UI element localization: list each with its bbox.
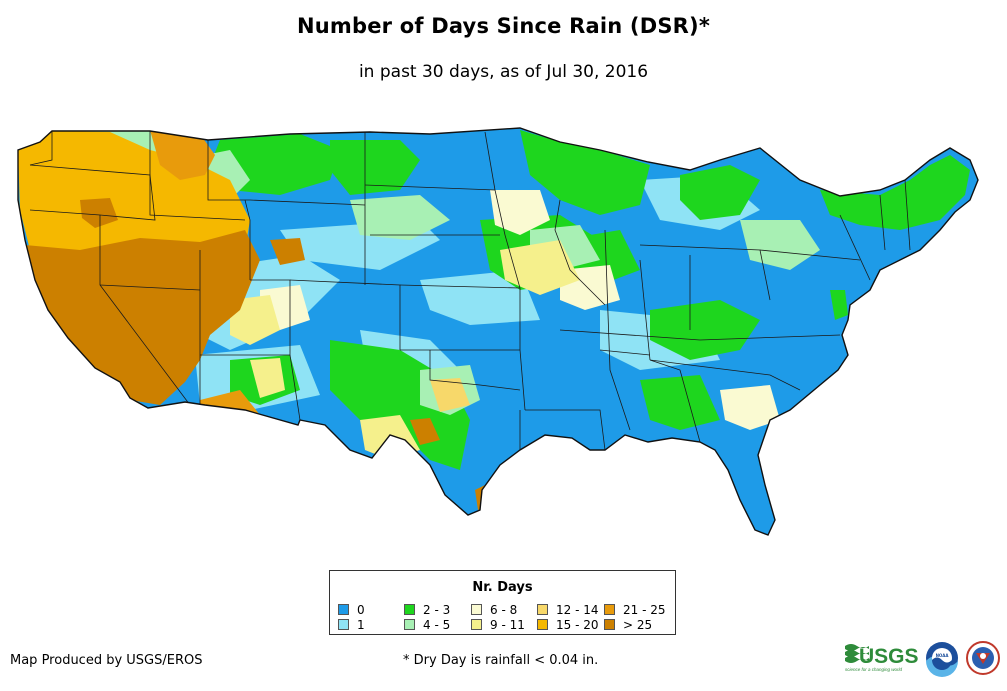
legend-label: 15 - 20 bbox=[556, 618, 599, 632]
legend-swatch bbox=[604, 604, 615, 615]
usgs-tagline: science for a changing world bbox=[845, 667, 903, 672]
agency-logos: USGS science for a changing world NOAA bbox=[845, 641, 1000, 677]
legend-label: 9 - 11 bbox=[490, 618, 525, 632]
noaa-logo: NOAA bbox=[926, 642, 958, 677]
legend-swatch bbox=[537, 619, 548, 630]
legend-swatch bbox=[338, 619, 349, 630]
us-dsr-map bbox=[17, 127, 979, 536]
legend-swatch bbox=[404, 604, 415, 615]
legend-label: 0 bbox=[357, 603, 365, 617]
legend-swatch bbox=[471, 619, 482, 630]
legend-label: 12 - 14 bbox=[556, 603, 599, 617]
dry-day-footnote: * Dry Day is rainfall < 0.04 in. bbox=[403, 653, 599, 668]
usgs-logo: USGS science for a changing world bbox=[845, 644, 919, 672]
map-title: Number of Days Since Rain (DSR)* bbox=[296, 14, 711, 38]
nws-logo bbox=[966, 641, 1000, 675]
noaa-wordmark: NOAA bbox=[936, 653, 950, 658]
map-subtitle: in past 30 days, as of Jul 30, 2016 bbox=[358, 62, 649, 82]
usgs-wordmark: USGS bbox=[859, 645, 919, 668]
legend-swatch bbox=[404, 619, 415, 630]
legend-label: 2 - 3 bbox=[423, 603, 451, 617]
legend-label: 1 bbox=[357, 618, 365, 632]
legend-label: 21 - 25 bbox=[623, 603, 666, 617]
legend-title: Nr. Days bbox=[472, 580, 533, 595]
legend-swatch bbox=[471, 604, 482, 615]
legend-swatch bbox=[338, 604, 349, 615]
legend-label: > 25 bbox=[623, 618, 653, 632]
map-credit: Map Produced by USGS/EROS bbox=[10, 653, 203, 668]
legend-swatch bbox=[537, 604, 548, 615]
map-legend: Nr. Days 0 1 2 - 3 4 - 5 6 - 8 9 - 11 12… bbox=[329, 570, 676, 635]
legend-label: 4 - 5 bbox=[423, 618, 451, 632]
legend-label: 6 - 8 bbox=[490, 603, 518, 617]
legend-swatch bbox=[604, 619, 615, 630]
